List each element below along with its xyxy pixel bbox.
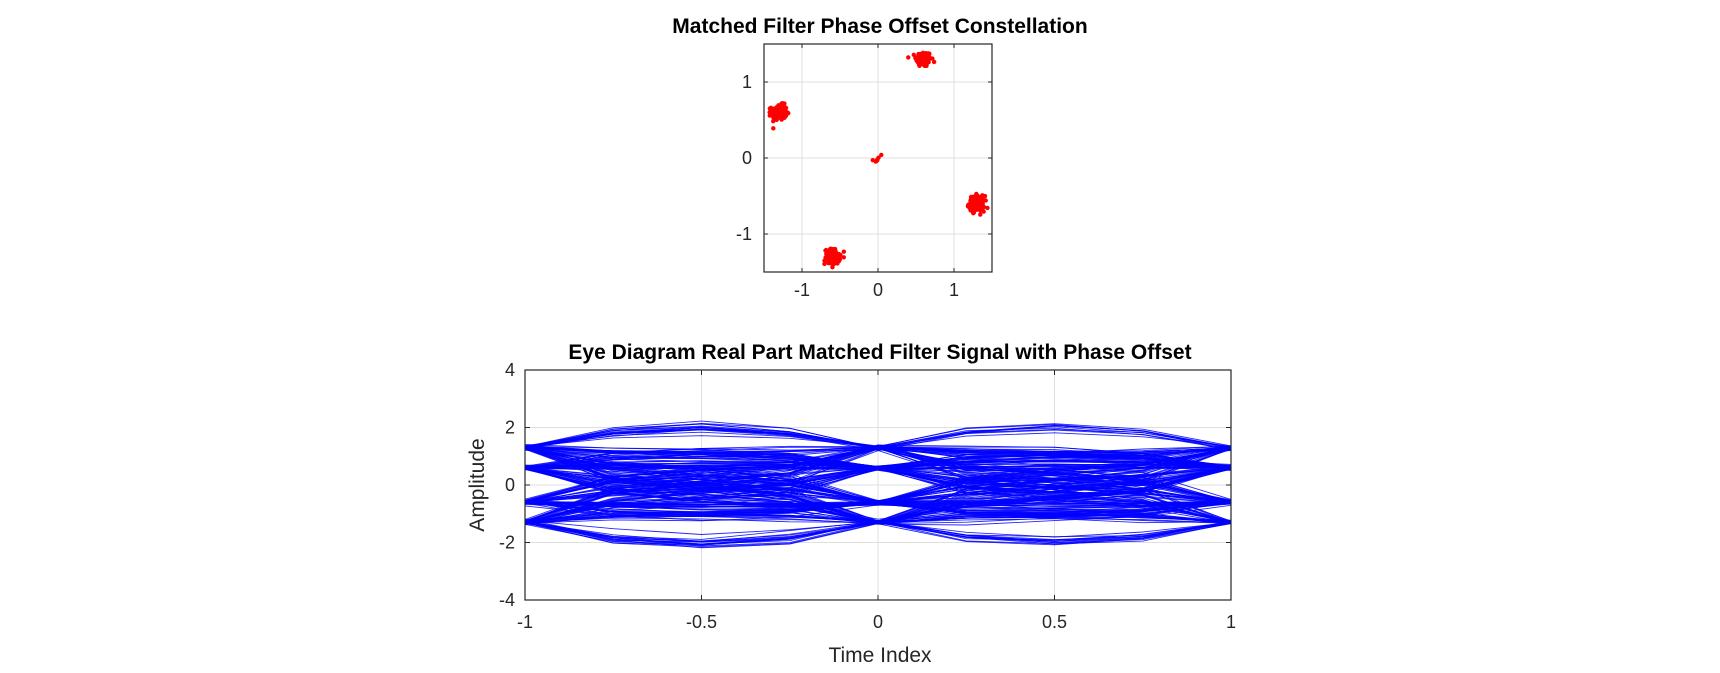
eye-trace: [524, 467, 1232, 520]
constellation-point: [771, 126, 776, 131]
eye-diagram-xlabel: Time Index: [828, 644, 932, 667]
constellation-point: [965, 204, 971, 209]
constellation-plot: Matched Filter Phase Offset Constellatio…: [672, 15, 1087, 300]
constellation-point: [985, 205, 990, 211]
constellation-point: [779, 117, 784, 122]
eye-diagram-ticks: -1 -0.5 0 0.5 1 -4 -2 0 2 4: [499, 360, 1236, 632]
eye-trace: [524, 467, 1232, 506]
constellation-point: [919, 59, 924, 64]
constellation-point: [976, 200, 981, 206]
constellation-point: [829, 260, 835, 265]
x-tick-label: -0.5: [686, 612, 717, 632]
eye-trace: [524, 445, 1232, 469]
constellation-point: [822, 261, 827, 267]
eye-diagram-traces: [524, 420, 1232, 549]
eye-diagram-ylabel: Amplitude: [466, 438, 489, 531]
constellation-point: [971, 210, 976, 216]
x-tick-label: -1: [517, 612, 533, 632]
constellation-point: [782, 101, 787, 106]
eye-trace: [524, 466, 1232, 523]
constellation-title: Matched Filter Phase Offset Constellatio…: [672, 15, 1087, 38]
x-tick-label: -1: [794, 280, 810, 300]
constellation-point: [981, 197, 986, 203]
constellation-point: [776, 103, 782, 109]
constellation-point: [876, 155, 881, 160]
constellation-point: [973, 200, 978, 206]
constellation-point: [931, 59, 937, 65]
constellation-point: [879, 152, 884, 158]
eye-diagram-plot: Eye Diagram Real Part Matched Filter Sig…: [466, 341, 1236, 667]
constellation-point: [829, 253, 835, 258]
constellation-point: [771, 119, 776, 124]
constellation-point: [978, 212, 983, 217]
constellation-point: [767, 110, 772, 115]
x-tick-label: 0: [873, 280, 883, 300]
y-tick-label: -1: [736, 224, 752, 244]
eye-trace: [524, 448, 1232, 470]
constellation-point: [972, 195, 977, 200]
eye-trace: [524, 469, 1232, 504]
constellation-point: [779, 110, 785, 115]
constellation-ticks: -1 0 1 -1 0 1: [736, 44, 992, 300]
y-tick-label: 2: [505, 418, 515, 438]
eye-trace: [524, 501, 1232, 524]
constellation-point: [835, 256, 841, 261]
eye-trace: [524, 466, 1232, 525]
constellation-point: [930, 56, 935, 61]
eye-trace: [524, 460, 1232, 505]
constellation-point: [873, 159, 879, 164]
constellation-point: [981, 209, 986, 214]
constellation-point: [824, 253, 830, 258]
constellation-point: [969, 206, 975, 212]
constellation-point: [906, 55, 911, 60]
eye-trace: [524, 447, 1232, 469]
constellation-point: [841, 249, 847, 254]
eye-trace: [524, 443, 1232, 469]
eye-diagram-title: Eye Diagram Real Part Matched Filter Sig…: [568, 341, 1191, 364]
constellation-point: [841, 255, 846, 260]
constellation-point: [826, 256, 831, 262]
eye-trace: [524, 445, 1232, 542]
y-tick-label: 0: [505, 475, 515, 495]
constellation-point: [968, 198, 973, 203]
constellation-point: [977, 206, 983, 212]
y-tick-label: -2: [499, 533, 515, 553]
x-tick-label: 1: [1226, 612, 1236, 632]
eye-trace: [524, 425, 1232, 502]
eye-trace: [524, 445, 1232, 523]
constellation-point: [923, 51, 928, 57]
eye-trace: [524, 447, 1232, 524]
x-tick-label: 0: [873, 612, 883, 632]
y-tick-label: -4: [499, 590, 515, 610]
y-tick-label: 0: [742, 148, 752, 168]
constellation-point: [774, 116, 779, 121]
constellation-point: [833, 248, 838, 254]
constellation-point: [923, 56, 929, 62]
constellation-point: [772, 112, 778, 117]
constellation-point: [784, 110, 790, 115]
x-tick-label: 1: [949, 280, 959, 300]
constellation-point: [973, 207, 978, 213]
constellation-point: [779, 114, 784, 119]
constellation-point: [913, 55, 918, 61]
y-tick-label: 4: [505, 360, 515, 380]
y-tick-label: 1: [742, 72, 752, 92]
constellation-point: [923, 62, 929, 67]
constellation-points: [767, 50, 990, 270]
eye-trace: [524, 446, 1232, 471]
x-tick-label: 0.5: [1042, 612, 1067, 632]
